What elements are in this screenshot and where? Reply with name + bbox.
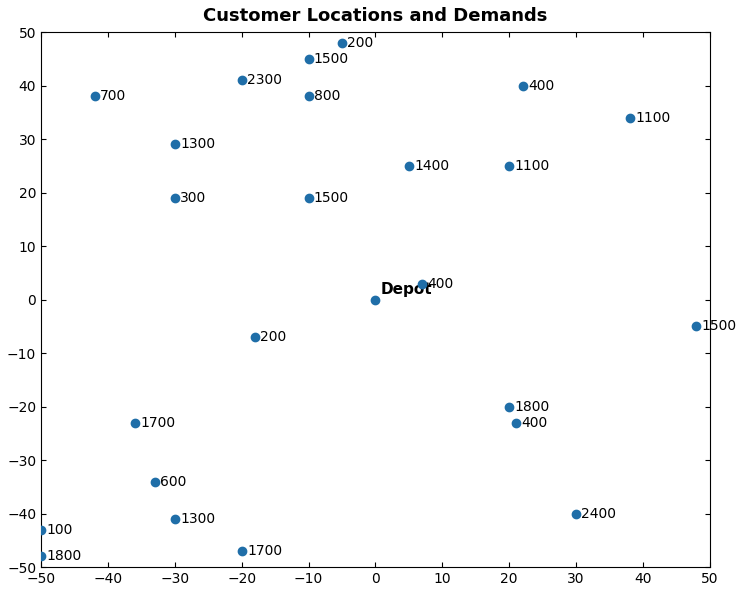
Text: 200: 200 [261,330,287,344]
Text: 1100: 1100 [515,159,550,173]
Text: 600: 600 [160,474,186,489]
Text: 800: 800 [314,90,340,103]
Text: 200: 200 [347,36,374,50]
Text: 1100: 1100 [635,111,670,125]
Text: 300: 300 [180,191,206,205]
Text: 2400: 2400 [581,506,616,521]
Text: 1800: 1800 [515,400,550,414]
Text: 1700: 1700 [140,416,175,430]
Text: 700: 700 [100,90,126,103]
Text: 400: 400 [528,78,554,93]
Title: Customer Locations and Demands: Customer Locations and Demands [203,7,548,25]
Text: 1500: 1500 [314,52,349,66]
Text: 1700: 1700 [247,544,282,558]
Text: 2300: 2300 [247,73,282,87]
Text: 1500: 1500 [702,320,737,333]
Text: 1300: 1300 [180,138,215,151]
Text: 1400: 1400 [414,159,449,173]
Text: 1800: 1800 [46,550,82,563]
Text: 400: 400 [522,416,548,430]
Text: 1300: 1300 [180,512,215,526]
Text: 100: 100 [46,523,73,537]
Text: 1500: 1500 [314,191,349,205]
Text: Depot: Depot [381,282,432,297]
Text: 400: 400 [428,276,454,291]
